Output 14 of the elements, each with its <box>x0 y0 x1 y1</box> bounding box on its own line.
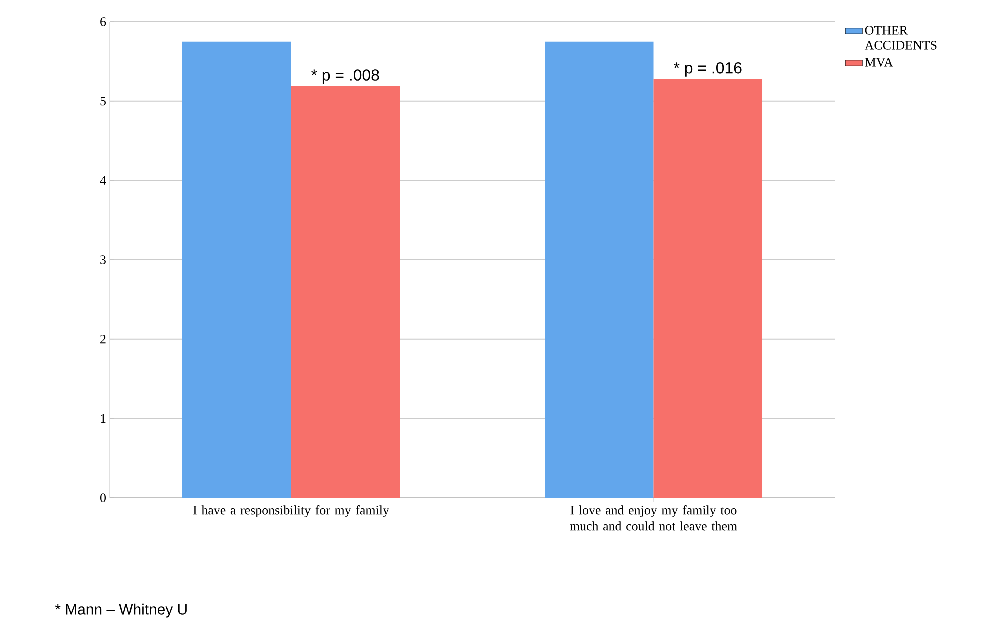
x-tick-label: I love and enjoy my family too much and could not leave them <box>570 506 738 531</box>
annotation: * p = .008 <box>312 70 380 84</box>
y-tick-label: 4 <box>100 176 106 185</box>
y-tick-label: 2 <box>100 335 106 344</box>
text: * Mann – Whitney U <box>55 604 187 618</box>
x-tick-label: I have a responsibility for my family <box>194 506 390 518</box>
y-tick-label: 3 <box>100 256 106 264</box>
legend-label: OTHER ACCIDENTS <box>864 26 937 50</box>
y-tick-label: 6 <box>100 18 106 26</box>
y-tick-label: 0 <box>100 494 106 502</box>
y-tick-label: 1 <box>101 414 106 423</box>
annotation: * p = .016 <box>674 62 742 77</box>
legend-label: MVA <box>865 58 894 67</box>
y-tick-label: 5 <box>100 97 106 106</box>
